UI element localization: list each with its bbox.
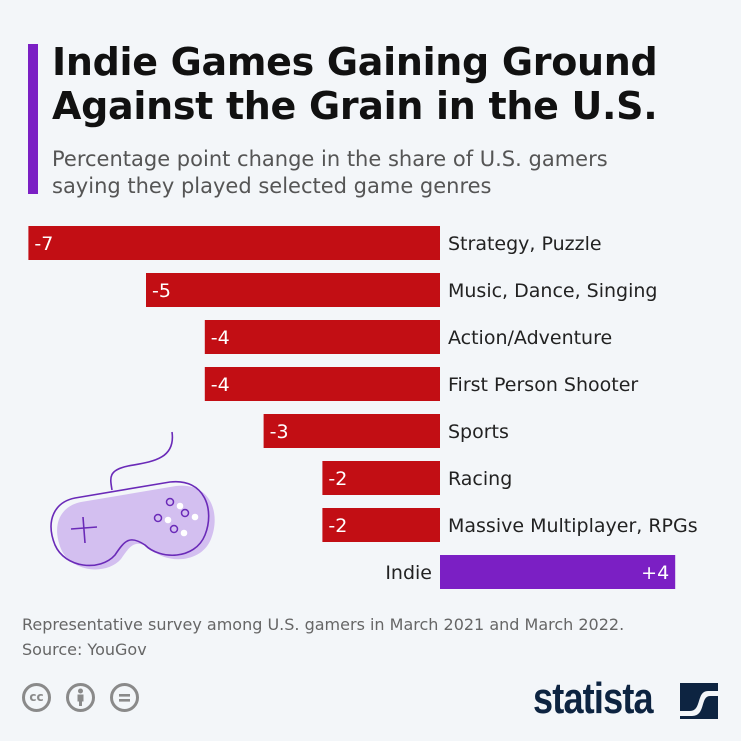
title-line-1: Indie Games Gaining Ground	[52, 40, 658, 84]
bar-7	[440, 555, 676, 589]
value-label: -2	[328, 468, 347, 490]
value-label: -7	[34, 233, 53, 255]
no-derivatives-icon[interactable]	[110, 683, 139, 712]
category-label: First Person Shooter	[448, 374, 638, 396]
value-label: -4	[211, 374, 230, 396]
bar-3	[204, 367, 440, 401]
attribution-icon[interactable]	[66, 683, 95, 712]
value-label: -2	[328, 515, 347, 537]
source-text: Source: YouGov	[22, 640, 147, 659]
bar-5	[322, 461, 440, 495]
category-label: Racing	[448, 468, 512, 490]
bar-6	[322, 508, 440, 542]
value-label: -3	[270, 421, 289, 443]
category-label: Music, Dance, Singing	[448, 280, 658, 302]
bar-4	[263, 414, 440, 448]
chart-subtitle: Percentage point change in the share of …	[52, 146, 608, 200]
bar-2	[204, 320, 440, 354]
category-label: Action/Adventure	[448, 327, 612, 349]
value-label: -5	[152, 280, 171, 302]
chart-title: Indie Games Gaining Ground Against the Gr…	[52, 40, 658, 128]
category-label: Massive Multiplayer, RPGs	[448, 515, 698, 537]
game-controller-icon	[50, 431, 215, 570]
category-label: Strategy, Puzzle	[448, 233, 602, 255]
statista-logo[interactable]: statista	[533, 674, 654, 723]
value-label: +4	[641, 562, 669, 584]
title-accent-bar	[28, 44, 38, 194]
category-label: Indie	[385, 562, 432, 584]
survey-note: Representative survey among U.S. gamers …	[22, 615, 625, 634]
bar-0	[28, 226, 441, 260]
cc-icon[interactable]: cc	[22, 683, 51, 712]
title-line-2: Against the Grain in the U.S.	[52, 84, 658, 128]
statista-logo-mark-icon	[680, 683, 718, 719]
subtitle-line-2: saying they played selected game genres	[52, 174, 492, 198]
category-label: Sports	[448, 421, 509, 443]
subtitle-line-1: Percentage point change in the share of …	[52, 147, 608, 171]
footer-note: Representative survey among U.S. gamers …	[22, 612, 624, 662]
value-label: -4	[211, 327, 230, 349]
bar-1	[146, 273, 440, 307]
